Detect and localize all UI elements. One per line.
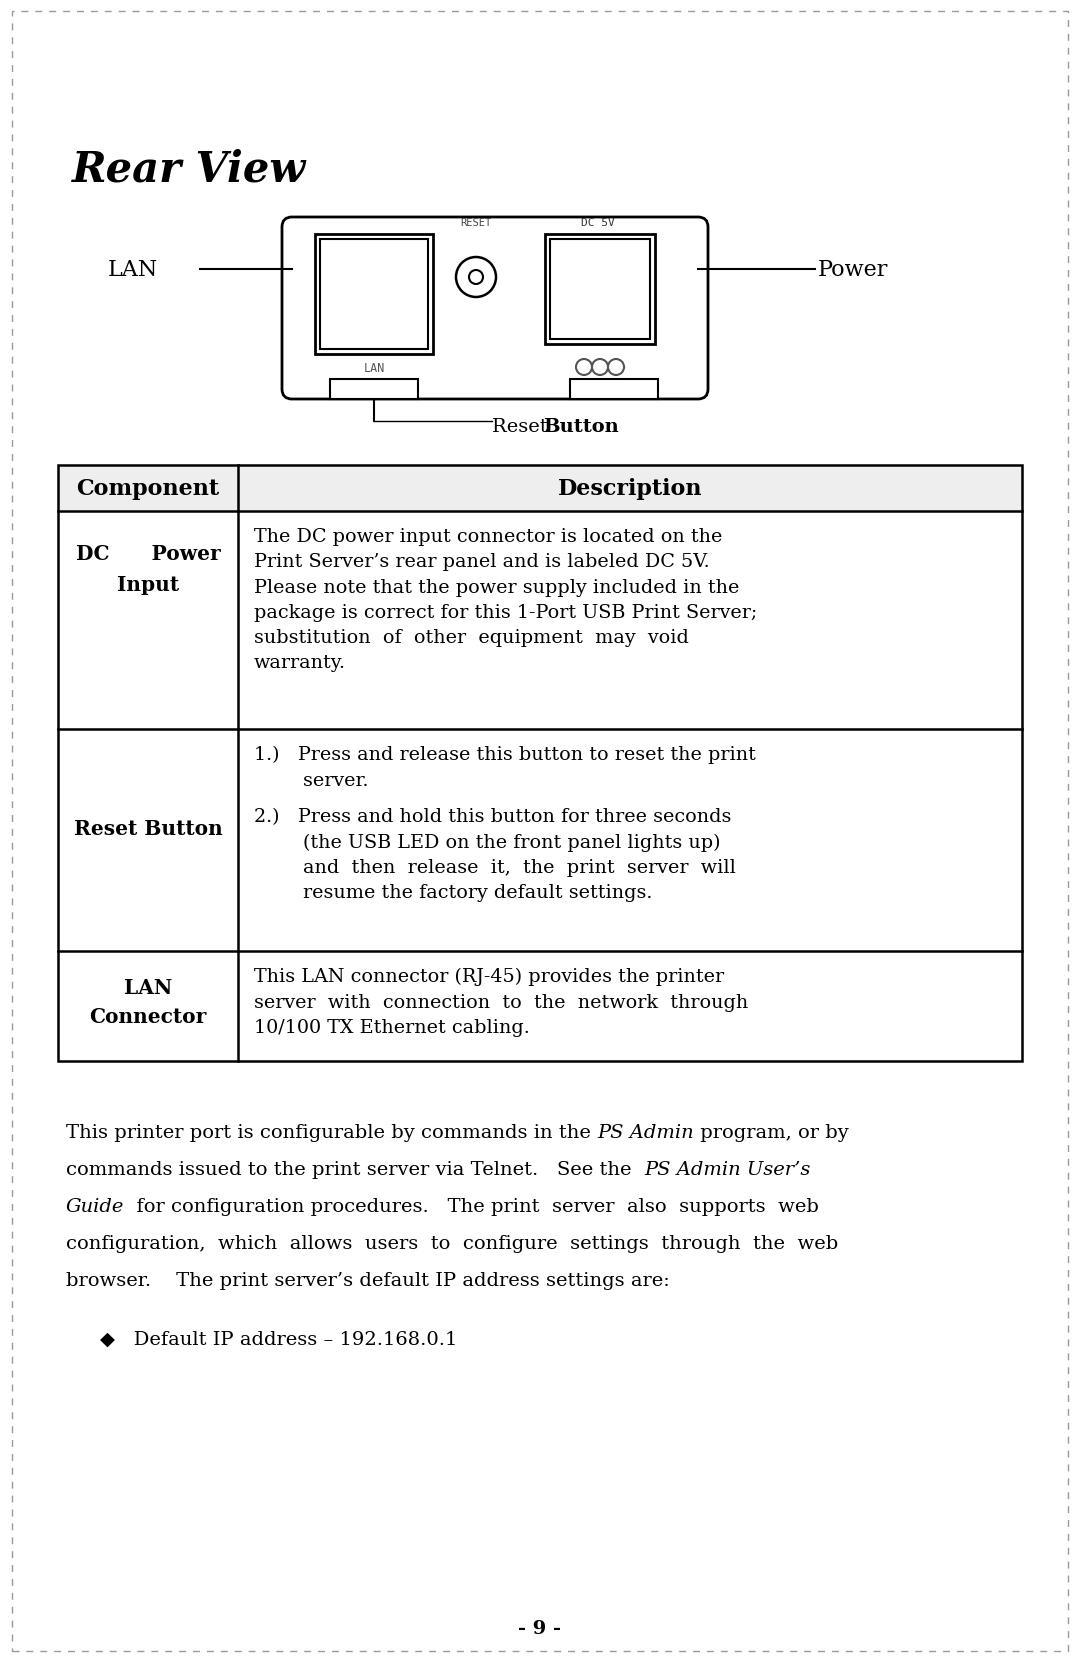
Text: LAN: LAN: [108, 260, 159, 281]
Circle shape: [469, 271, 483, 285]
FancyBboxPatch shape: [282, 218, 708, 399]
Text: 1.)   Press and release this button to reset the print
        server.: 1.) Press and release this button to res…: [254, 745, 756, 789]
Text: LAN: LAN: [124, 977, 172, 997]
Bar: [320, 240, 428, 349]
Text: DC      Power: DC Power: [76, 544, 220, 564]
Bar: [58, 466, 1022, 513]
Text: This printer port is configurable by commands in the: This printer port is configurable by com…: [66, 1123, 597, 1142]
Text: program, or by: program, or by: [693, 1123, 849, 1142]
Text: The DC power input connector is located on the
Print Server’s rear panel and is : The DC power input connector is located …: [254, 527, 757, 672]
Text: Connector: Connector: [90, 1007, 206, 1027]
Text: LAN: LAN: [363, 361, 384, 374]
Bar: [545, 235, 654, 344]
Circle shape: [456, 258, 496, 298]
Text: - 9 -: - 9 -: [518, 1619, 562, 1637]
Bar: [550, 240, 650, 339]
Text: Input: Input: [117, 574, 179, 594]
Text: PS Admin User’s: PS Admin User’s: [644, 1160, 810, 1178]
Text: Power: Power: [818, 260, 889, 281]
Circle shape: [608, 359, 624, 376]
Text: Rear View: Rear View: [72, 148, 307, 190]
Text: Component: Component: [77, 478, 219, 499]
Bar: [58, 466, 1022, 1062]
Text: DC 5V: DC 5V: [581, 218, 615, 228]
Text: Button: Button: [543, 418, 619, 436]
Bar: [570, 379, 658, 399]
Bar: [315, 235, 433, 354]
Circle shape: [592, 359, 608, 376]
Text: configuration,  which  allows  users  to  configure  settings  through  the  web: configuration, which allows users to con…: [66, 1235, 838, 1253]
Text: RESET: RESET: [460, 218, 491, 228]
Text: for configuration procedures.   The print  server  also  supports  web: for configuration procedures. The print …: [124, 1198, 820, 1215]
Bar: [330, 379, 418, 399]
Circle shape: [576, 359, 592, 376]
Text: ◆   Default IP address – 192.168.0.1: ◆ Default IP address – 192.168.0.1: [100, 1330, 457, 1348]
Text: This LAN connector (RJ-45) provides the printer
server  with  connection  to  th: This LAN connector (RJ-45) provides the …: [254, 967, 748, 1037]
Text: commands issued to the print server via Telnet.   See the: commands issued to the print server via …: [66, 1160, 644, 1178]
Text: browser.    The print server’s default IP address settings are:: browser. The print server’s default IP a…: [66, 1271, 670, 1290]
Text: Description: Description: [557, 478, 702, 499]
Text: Guide: Guide: [66, 1198, 124, 1215]
Text: PS Admin: PS Admin: [597, 1123, 693, 1142]
Text: Reset: Reset: [492, 418, 554, 436]
Text: Reset Button: Reset Button: [73, 819, 222, 839]
Text: 2.)   Press and hold this button for three seconds
        (the USB LED on the f: 2.) Press and hold this button for three…: [254, 807, 735, 902]
